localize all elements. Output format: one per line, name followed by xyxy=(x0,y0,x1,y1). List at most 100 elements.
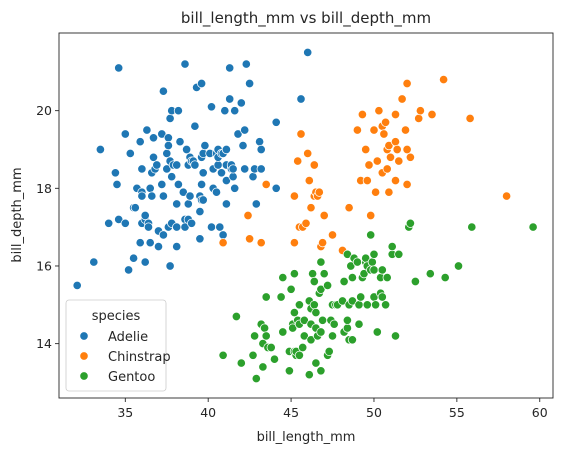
point-adelie xyxy=(158,191,168,201)
point-gentoo xyxy=(387,242,397,252)
point-chinstrap xyxy=(261,179,271,189)
point-adelie xyxy=(296,94,306,104)
point-adelie xyxy=(145,183,155,193)
point-gentoo xyxy=(289,269,299,279)
point-gentoo xyxy=(346,261,356,271)
point-gentoo xyxy=(467,222,477,232)
plot-area-frame xyxy=(58,32,554,399)
point-adelie xyxy=(241,59,251,69)
point-gentoo xyxy=(286,284,296,294)
point-chinstrap xyxy=(357,109,367,120)
point-gentoo xyxy=(324,346,334,356)
x-tick-label: 55 xyxy=(449,405,465,420)
legend-label-gentoo: Gentoo xyxy=(108,370,155,385)
point-gentoo xyxy=(308,269,318,279)
x-axis-ticks: 35 40 45 50 55 60 xyxy=(117,398,548,420)
point-adelie xyxy=(255,137,265,147)
point-adelie xyxy=(163,141,173,151)
point-adelie xyxy=(173,179,183,189)
point-chinstrap xyxy=(319,210,329,221)
point-adelie xyxy=(165,113,175,123)
point-adelie xyxy=(114,214,124,224)
point-adelie xyxy=(236,98,246,108)
point-adelie xyxy=(218,230,228,240)
point-gentoo xyxy=(342,323,352,333)
point-chinstrap xyxy=(402,144,412,155)
point-chinstrap xyxy=(327,230,338,240)
point-adelie xyxy=(245,78,255,89)
point-adelie xyxy=(198,168,208,178)
point-chinstrap xyxy=(427,109,437,120)
point-chinstrap xyxy=(384,187,394,197)
point-gentoo xyxy=(316,284,326,294)
point-chinstrap xyxy=(293,156,303,166)
point-gentoo xyxy=(318,315,328,325)
point-gentoo xyxy=(327,331,338,341)
point-gentoo xyxy=(367,257,377,267)
point-gentoo xyxy=(371,300,381,310)
point-chinstrap xyxy=(296,129,306,139)
legend-label-adelie: Adelie xyxy=(108,330,148,345)
point-gentoo xyxy=(294,300,304,310)
point-adelie xyxy=(148,133,159,143)
point-gentoo xyxy=(299,331,309,341)
point-adelie xyxy=(120,129,130,139)
point-adelie xyxy=(120,218,130,228)
point-adelie xyxy=(167,172,177,182)
point-chinstrap xyxy=(303,148,313,158)
point-chinstrap xyxy=(384,141,394,151)
point-adelie xyxy=(221,144,231,155)
point-chinstrap xyxy=(400,125,411,135)
point-gentoo xyxy=(284,366,294,376)
point-gentoo xyxy=(311,308,321,318)
y-axis-ticks: 14 16 18 20 xyxy=(36,103,59,351)
point-adelie xyxy=(125,148,135,158)
point-chinstrap xyxy=(394,156,404,166)
point-adelie xyxy=(183,199,193,209)
point-gentoo xyxy=(372,327,382,337)
point-gentoo xyxy=(278,273,288,283)
point-adelie xyxy=(200,141,210,151)
point-chinstrap xyxy=(372,156,382,166)
x-tick-label: 45 xyxy=(283,405,299,420)
point-gentoo xyxy=(288,323,298,333)
point-adelie xyxy=(135,137,145,147)
point-gentoo xyxy=(316,327,326,337)
point-adelie xyxy=(104,218,114,228)
point-gentoo xyxy=(319,269,329,279)
legend-box xyxy=(65,299,167,392)
point-adelie xyxy=(89,257,99,267)
point-chinstrap xyxy=(502,191,512,201)
point-gentoo xyxy=(362,300,372,310)
point-gentoo xyxy=(356,292,366,302)
point-adelie xyxy=(172,222,182,232)
point-gentoo xyxy=(394,249,404,259)
x-tick-label: 50 xyxy=(366,405,382,420)
point-adelie xyxy=(137,164,147,174)
point-chinstrap xyxy=(414,113,424,123)
legend-items: Adelie Chinstrap Gentoo xyxy=(79,330,171,385)
point-gentoo xyxy=(311,358,321,368)
point-adelie xyxy=(230,106,240,116)
point-adelie xyxy=(163,133,173,143)
point-gentoo xyxy=(377,265,387,275)
points-layer xyxy=(72,47,538,384)
point-adelie xyxy=(143,222,154,232)
y-tick-label: 16 xyxy=(36,258,52,273)
point-chinstrap xyxy=(289,191,299,201)
point-gentoo xyxy=(329,319,339,329)
point-chinstrap xyxy=(218,238,228,248)
point-gentoo xyxy=(342,315,352,325)
point-adelie xyxy=(256,164,266,174)
point-adelie xyxy=(112,179,122,189)
point-adelie xyxy=(190,121,200,131)
point-adelie xyxy=(206,102,217,112)
point-adelie xyxy=(225,63,235,73)
point-gentoo xyxy=(251,374,261,384)
point-chinstrap xyxy=(402,179,412,189)
point-gentoo xyxy=(278,327,288,337)
point-gentoo xyxy=(218,350,228,360)
point-chinstrap xyxy=(374,106,384,116)
chart-title: bill_length_mm vs bill_depth_mm xyxy=(181,9,431,28)
point-adelie xyxy=(72,280,82,290)
